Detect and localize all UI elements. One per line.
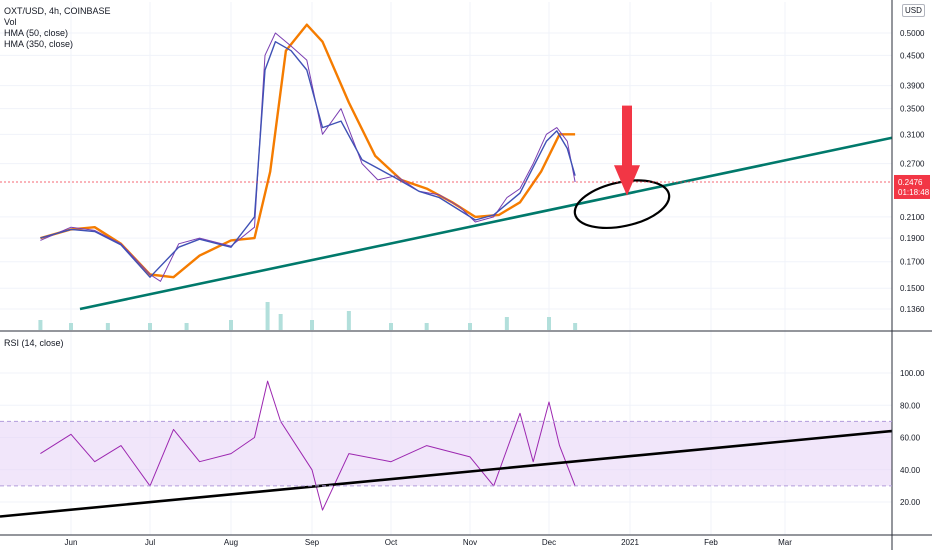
series-rsi [40, 380, 576, 511]
time-tick-label: Jul [145, 538, 155, 547]
price-tick-label: 0.5000 [900, 29, 925, 38]
time-tick-label: Dec [542, 538, 556, 547]
price-tick-label: 0.3900 [900, 82, 925, 91]
volume-bar [310, 320, 314, 330]
price-tick-label: 0.4500 [900, 51, 925, 60]
price-tick-label: 0.1500 [900, 284, 925, 293]
series-oxt-usd [40, 32, 576, 282]
arrow-head [614, 165, 640, 196]
volume-bar [504, 317, 509, 330]
trendline-support [79, 136, 893, 311]
rsi-tick-label: 80.00 [900, 401, 921, 410]
time-tick-label: Nov [463, 538, 477, 547]
volume-bar [389, 323, 393, 330]
legend-rsi[interactable]: RSI (14, close) [4, 338, 64, 348]
price-series [40, 23, 576, 282]
countdown-label: 01:18:48 [898, 188, 930, 197]
price-tick-label: 0.2700 [900, 160, 925, 169]
volume-bar [346, 311, 351, 330]
volume-bar [424, 323, 429, 330]
time-tick-label: Aug [224, 538, 238, 547]
last-price-tag [894, 174, 930, 199]
arrow-shaft [622, 105, 632, 166]
volume-bar [229, 320, 233, 330]
volume-bar [573, 323, 578, 330]
volume-bar [69, 323, 73, 330]
price-tick-label: 0.1360 [900, 305, 925, 314]
price-tick-label: 0.1900 [900, 234, 925, 243]
volume-bar [468, 323, 472, 330]
volume-bars [38, 302, 578, 330]
main-legend: OXT/USD, 4h, COINBASE Vol HMA (50, close… [4, 6, 111, 50]
volume-bar [148, 323, 152, 330]
price-tick-label: 0.2100 [900, 213, 925, 222]
price-tick-label: 0.3100 [900, 130, 925, 139]
legend-hma50[interactable]: HMA (50, close) [4, 28, 69, 38]
time-tick-label: 2021 [621, 538, 639, 547]
time-tick-label: Sep [305, 538, 320, 547]
currency-badge[interactable]: USD [902, 4, 925, 17]
volume-bar [184, 323, 189, 330]
time-tick-label: Jun [65, 538, 78, 547]
volume-bar [265, 302, 270, 330]
volume-bar [38, 320, 43, 330]
volume-bar [547, 317, 551, 330]
trendline-rsi [0, 429, 893, 518]
target-ellipse [573, 179, 671, 229]
last-price-label: 0.2476 [898, 178, 923, 187]
volume-bar [278, 314, 283, 330]
rsi-tick-label: 20.00 [900, 498, 921, 507]
annotations [0, 105, 893, 518]
rsi-band [0, 421, 892, 486]
legend-symbol[interactable]: OXT/USD, 4h, COINBASE [4, 6, 111, 16]
time-tick-label: Mar [778, 538, 792, 547]
rsi-tick-label: 40.00 [900, 466, 921, 475]
legend-vol[interactable]: Vol [4, 17, 17, 27]
price-tick-label: 0.1700 [900, 258, 925, 267]
rsi-series [40, 380, 576, 511]
volume-bar [105, 323, 110, 330]
legend-hma350[interactable]: HMA (350, close) [4, 39, 74, 49]
rsi-tick-label: 100.00 [900, 369, 925, 378]
price-tick-label: 0.3500 [900, 105, 925, 114]
rsi-tick-label: 60.00 [900, 434, 921, 443]
time-tick-label: Feb [704, 538, 718, 547]
series-hma-50-close- [40, 41, 576, 278]
rsi-legend: RSI (14, close) [4, 338, 64, 349]
time-tick-label: Oct [385, 538, 398, 547]
